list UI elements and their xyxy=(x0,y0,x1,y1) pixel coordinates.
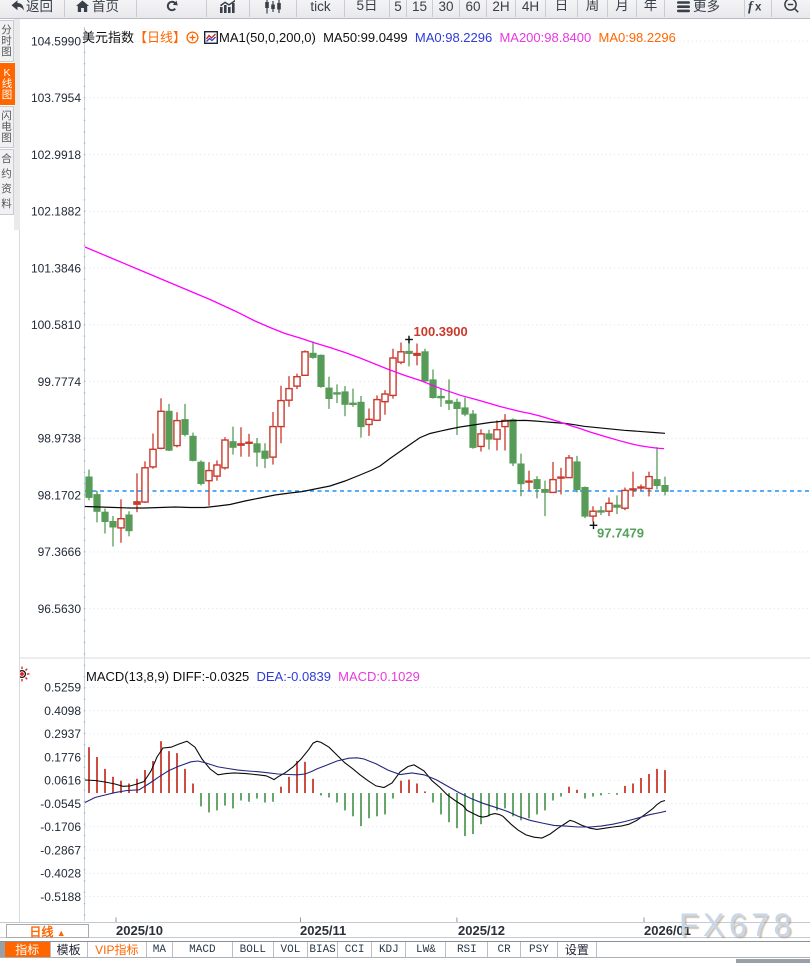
svg-text:x: x xyxy=(755,2,762,14)
svg-text:-0.4028: -0.4028 xyxy=(40,867,81,881)
svg-text:0.4098: 0.4098 xyxy=(44,704,81,718)
svg-text:0.1776: 0.1776 xyxy=(44,750,81,764)
svg-text:102.1882: 102.1882 xyxy=(31,205,81,219)
svg-text:0.0616: 0.0616 xyxy=(44,774,81,788)
svg-text:首页: 首页 xyxy=(92,0,119,14)
svg-text:-0.0545: -0.0545 xyxy=(40,797,81,811)
svg-text:97.7479: 97.7479 xyxy=(597,526,644,541)
svg-text:-0.2867: -0.2867 xyxy=(40,843,81,857)
svg-text:100.5810: 100.5810 xyxy=(31,318,81,332)
svg-text:100.3900: 100.3900 xyxy=(414,324,468,339)
svg-text:97.3666: 97.3666 xyxy=(38,545,82,559)
svg-text:f: f xyxy=(748,0,754,14)
svg-text:96.5630: 96.5630 xyxy=(38,602,82,616)
svg-text:返回: 返回 xyxy=(26,0,53,14)
svg-text:103.7954: 103.7954 xyxy=(31,91,81,105)
svg-text:更多: 更多 xyxy=(693,0,720,14)
svg-text:98.1702: 98.1702 xyxy=(38,488,82,502)
svg-text:0.5259: 0.5259 xyxy=(44,681,81,695)
svg-text:101.3846: 101.3846 xyxy=(31,261,81,275)
svg-text:104.5990: 104.5990 xyxy=(31,34,81,48)
svg-text:102.9918: 102.9918 xyxy=(31,148,81,162)
svg-text:99.7774: 99.7774 xyxy=(38,375,82,389)
svg-text:-0.1706: -0.1706 xyxy=(40,820,81,834)
svg-text:0.2937: 0.2937 xyxy=(44,727,81,741)
svg-text:-0.5188: -0.5188 xyxy=(40,890,81,904)
svg-text:98.9738: 98.9738 xyxy=(38,432,82,446)
